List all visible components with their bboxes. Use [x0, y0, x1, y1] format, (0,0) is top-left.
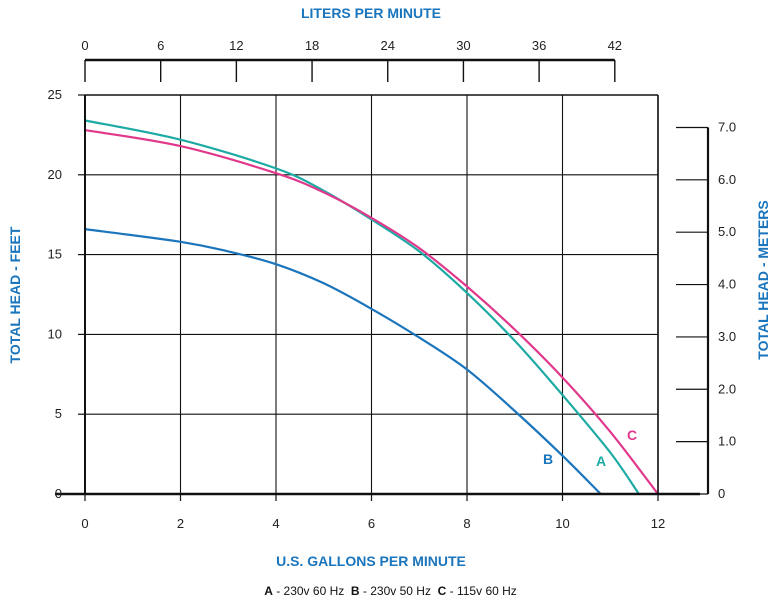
top-tick-label: 42	[608, 38, 622, 53]
curves	[84, 119, 659, 495]
top-tick-label: 18	[305, 38, 319, 53]
x-axis-title: U.S. GALLONS PER MINUTE	[276, 553, 466, 569]
right-tick-label: 0	[718, 486, 725, 501]
x-tick-label: 0	[81, 516, 88, 531]
legend-b-text: - 230v 50 Hz	[359, 584, 431, 598]
y-tick-label: 10	[48, 326, 62, 341]
right-tick-label: 4.0	[718, 277, 736, 292]
right-tick-label: 3.0	[718, 329, 736, 344]
right-tick-label: 1.0	[718, 434, 736, 449]
legend-c-key: C	[437, 584, 447, 598]
curve-c	[84, 129, 659, 495]
right-tick-label: 5.0	[718, 224, 736, 239]
x-tick-label: 12	[651, 516, 665, 531]
top-axis-title: LITERS PER MINUTE	[301, 5, 441, 21]
legend-b-key: B	[350, 584, 360, 598]
y-tick-label: 5	[55, 406, 62, 421]
grid	[84, 94, 659, 495]
x-tick-label: 6	[368, 516, 375, 531]
legend: A - 230v 60 Hz B - 230v 50 Hz C - 115v 6…	[0, 584, 781, 598]
y-tick-label: 15	[48, 247, 62, 262]
legend-a-text: - 230v 60 Hz	[272, 584, 345, 598]
axes	[55, 58, 710, 501]
curve-b	[84, 228, 602, 495]
y-tick-label: 25	[48, 87, 62, 102]
top-tick-label: 0	[81, 38, 88, 53]
curve-label-b: B	[543, 451, 553, 467]
x-tick-label: 4	[272, 516, 279, 531]
x-tick-label: 8	[463, 516, 470, 531]
legend-c-text: - 115v 60 Hz	[446, 584, 517, 598]
right-tick-label: 7.0	[718, 119, 736, 134]
top-tick-label: 12	[229, 38, 243, 53]
right-tick-label: 2.0	[718, 381, 736, 396]
y-tick-label: 20	[48, 167, 62, 182]
x-tick-label: 2	[177, 516, 184, 531]
top-tick-label: 6	[157, 38, 164, 53]
right-tick-label: 6.0	[718, 172, 736, 187]
curve-a	[84, 119, 640, 495]
top-tick-label: 36	[532, 38, 546, 53]
curve-label-c: C	[627, 427, 637, 443]
top-tick-label: 24	[381, 38, 395, 53]
y-axis-title: TOTAL HEAD - FEET	[7, 226, 23, 363]
right-axis-title: TOTAL HEAD - METERS	[755, 200, 771, 359]
curve-label-a: A	[596, 453, 606, 469]
top-tick-label: 30	[456, 38, 470, 53]
x-tick-label: 10	[555, 516, 569, 531]
y-tick-label: 0	[55, 486, 62, 501]
legend-a-key: A	[264, 584, 273, 598]
